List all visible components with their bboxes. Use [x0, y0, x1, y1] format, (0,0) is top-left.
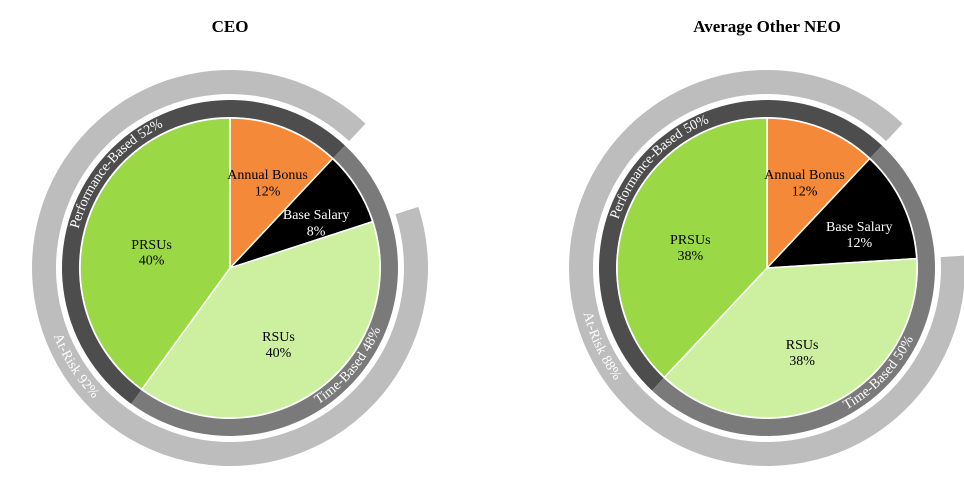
slice-label-box: RSUs [785, 337, 819, 353]
pie-slice [616, 117, 768, 379]
slice-label: Annual Bonus [227, 168, 308, 184]
slice-label: Base Salary [826, 219, 893, 235]
ring-segment [599, 100, 883, 391]
slice-value-label: 38% [677, 249, 703, 264]
slice-label-box: PRSUs [670, 232, 711, 248]
pie-slice [765, 157, 918, 269]
ring-segment [651, 145, 935, 436]
ring-segment [131, 145, 399, 437]
slice-value-label: 12% [846, 236, 872, 251]
slice-value-label: 12% [255, 184, 281, 199]
slice-label: PRSUs [131, 237, 172, 253]
pie-slice [140, 220, 381, 419]
slice-label-box: Base Salary [826, 219, 893, 235]
pie-slice [79, 117, 231, 391]
slice-label: PRSUs [670, 232, 711, 248]
slice-value-label: 40% [266, 346, 292, 361]
slice-value-label: 8% [307, 225, 326, 240]
slice-label-box: RSUs [262, 329, 295, 345]
pie-slice [663, 257, 918, 419]
pie-slice [229, 117, 334, 270]
slice-label: Annual Bonus [764, 168, 845, 184]
slice-value-label: 40% [139, 254, 165, 269]
slice-value-label: 38% [789, 354, 815, 369]
slice-label-box: Base Salary [282, 208, 350, 224]
pie-slice [766, 117, 871, 270]
slice-label: RSUs [262, 329, 295, 345]
chart-title: CEO [212, 17, 249, 36]
slice-label-box: Annual Bonus [764, 168, 845, 184]
ring-segment [62, 100, 346, 404]
slice-label: RSUs [785, 337, 819, 353]
slice-value-label: 12% [792, 184, 818, 199]
slice-label-box: PRSUs [131, 237, 172, 253]
slice-label: Base Salary [282, 208, 350, 224]
slice-label-box: Annual Bonus [227, 168, 308, 184]
chart-title: Average Other NEO [693, 17, 841, 36]
